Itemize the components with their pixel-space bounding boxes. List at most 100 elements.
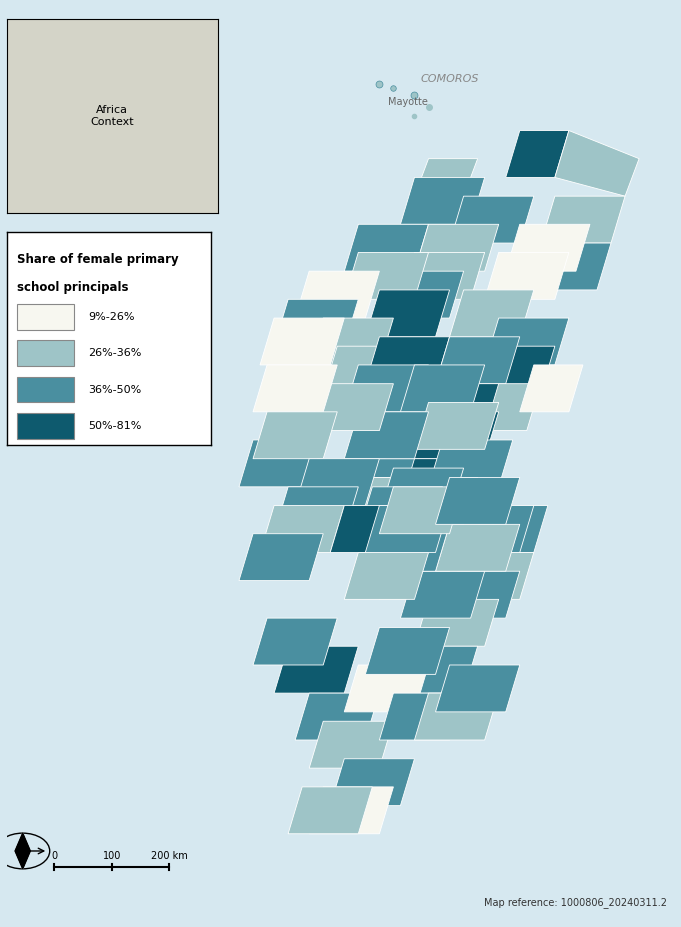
Polygon shape — [415, 693, 498, 740]
Text: 200 km: 200 km — [151, 851, 187, 861]
Polygon shape — [309, 721, 394, 768]
FancyBboxPatch shape — [17, 304, 74, 330]
Polygon shape — [253, 412, 337, 459]
Polygon shape — [274, 487, 358, 534]
Polygon shape — [309, 318, 394, 365]
Polygon shape — [471, 346, 555, 393]
Polygon shape — [464, 505, 548, 552]
Polygon shape — [358, 477, 443, 525]
Text: Map reference: 1000806_20240311.2: Map reference: 1000806_20240311.2 — [484, 897, 667, 908]
FancyBboxPatch shape — [17, 376, 74, 402]
Text: 36%-50%: 36%-50% — [89, 385, 142, 395]
Polygon shape — [456, 384, 541, 430]
Polygon shape — [345, 252, 428, 299]
Text: 50%-81%: 50%-81% — [89, 421, 142, 431]
Polygon shape — [415, 159, 477, 197]
Text: COMOROS: COMOROS — [420, 74, 479, 84]
Polygon shape — [415, 402, 498, 450]
Polygon shape — [295, 459, 379, 505]
Polygon shape — [309, 787, 394, 833]
Polygon shape — [527, 243, 611, 290]
Polygon shape — [520, 365, 583, 412]
Polygon shape — [394, 477, 477, 525]
Polygon shape — [345, 365, 428, 412]
Polygon shape — [506, 131, 569, 177]
Polygon shape — [415, 505, 498, 552]
Polygon shape — [323, 346, 407, 393]
Polygon shape — [358, 487, 443, 534]
Polygon shape — [260, 318, 345, 365]
Text: Mayotte: Mayotte — [387, 97, 428, 108]
Polygon shape — [379, 496, 464, 543]
Polygon shape — [379, 468, 464, 515]
Polygon shape — [295, 693, 379, 740]
Polygon shape — [365, 505, 449, 552]
Polygon shape — [436, 571, 520, 618]
Polygon shape — [506, 224, 590, 272]
Polygon shape — [428, 534, 513, 580]
Polygon shape — [436, 525, 520, 571]
Polygon shape — [253, 618, 337, 665]
Polygon shape — [239, 440, 323, 487]
Text: Share of female primary: Share of female primary — [17, 253, 178, 266]
Polygon shape — [428, 440, 513, 487]
Polygon shape — [274, 299, 358, 346]
Polygon shape — [485, 252, 569, 299]
Polygon shape — [345, 552, 428, 600]
Polygon shape — [400, 459, 485, 505]
FancyBboxPatch shape — [17, 340, 74, 366]
Polygon shape — [365, 290, 449, 337]
Polygon shape — [253, 365, 337, 412]
Polygon shape — [449, 290, 534, 337]
Polygon shape — [379, 693, 464, 740]
Polygon shape — [274, 646, 358, 693]
Polygon shape — [379, 272, 464, 318]
Polygon shape — [436, 337, 520, 384]
Polygon shape — [379, 487, 464, 534]
FancyBboxPatch shape — [17, 413, 74, 438]
Polygon shape — [365, 525, 449, 571]
Polygon shape — [400, 571, 485, 618]
Polygon shape — [345, 412, 428, 459]
Polygon shape — [541, 197, 625, 243]
Polygon shape — [400, 365, 485, 412]
Polygon shape — [309, 384, 394, 430]
Polygon shape — [379, 525, 464, 571]
Text: 9%-26%: 9%-26% — [89, 312, 135, 322]
Polygon shape — [449, 552, 534, 600]
Polygon shape — [239, 534, 323, 580]
Text: 0: 0 — [52, 851, 57, 861]
Polygon shape — [415, 412, 498, 459]
Polygon shape — [15, 833, 31, 869]
Polygon shape — [436, 665, 520, 712]
Text: school principals: school principals — [17, 281, 129, 294]
Polygon shape — [555, 131, 639, 197]
Text: 26%-36%: 26%-36% — [89, 349, 142, 358]
Polygon shape — [379, 430, 464, 477]
Polygon shape — [365, 628, 449, 674]
Polygon shape — [415, 224, 498, 272]
Polygon shape — [400, 252, 485, 299]
Polygon shape — [365, 337, 449, 384]
Polygon shape — [295, 272, 379, 318]
Polygon shape — [485, 318, 569, 365]
Polygon shape — [345, 224, 428, 272]
Polygon shape — [260, 505, 345, 552]
Text: Africa
Context: Africa Context — [91, 105, 134, 127]
Polygon shape — [379, 552, 464, 600]
Polygon shape — [436, 477, 520, 525]
Polygon shape — [358, 459, 443, 505]
Polygon shape — [345, 665, 428, 712]
Polygon shape — [330, 759, 415, 806]
Text: 100: 100 — [103, 851, 121, 861]
Polygon shape — [394, 646, 477, 693]
Polygon shape — [415, 384, 498, 430]
Polygon shape — [330, 477, 415, 525]
Polygon shape — [288, 787, 373, 833]
Polygon shape — [15, 833, 31, 869]
Polygon shape — [400, 505, 485, 552]
Polygon shape — [415, 600, 498, 646]
Polygon shape — [330, 505, 415, 552]
Polygon shape — [449, 505, 534, 552]
Polygon shape — [400, 177, 485, 224]
